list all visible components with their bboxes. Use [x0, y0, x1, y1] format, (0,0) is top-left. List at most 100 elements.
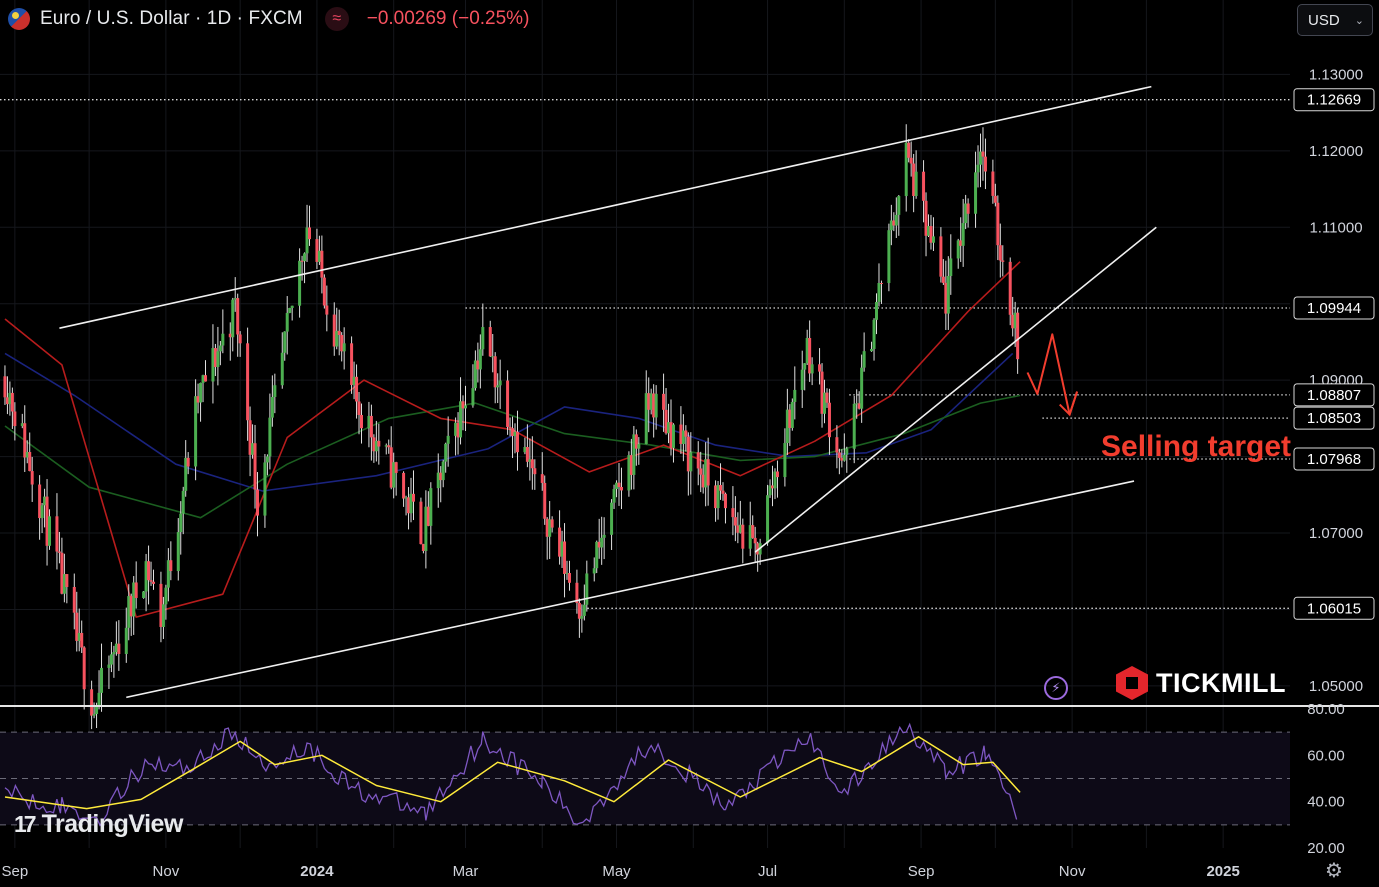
candle-body	[246, 343, 250, 421]
candle-body	[268, 417, 272, 457]
candle-body	[55, 516, 59, 552]
candle-body	[721, 490, 725, 494]
candle-body	[597, 541, 601, 548]
candle-body	[892, 220, 896, 226]
candle-body	[459, 401, 463, 438]
candle-body	[793, 389, 797, 402]
candle-body	[124, 627, 128, 654]
candle-body	[907, 142, 911, 158]
candle-body	[57, 551, 61, 553]
tradingview-wordmark: TradingView	[41, 810, 184, 838]
candle-body	[419, 501, 423, 545]
candle-body	[956, 240, 960, 259]
candle-body	[159, 583, 163, 627]
candle-body	[3, 376, 7, 398]
flash-icon[interactable]: ⚡	[1044, 676, 1068, 700]
candle-body	[949, 258, 953, 277]
x-tick-label: Nov	[153, 863, 180, 880]
candle-body	[196, 396, 200, 403]
candle-body	[147, 561, 151, 581]
candle-body	[179, 513, 183, 533]
candle-body	[998, 245, 1002, 261]
candle-body	[444, 443, 448, 462]
candle-body	[251, 443, 255, 455]
candle-body	[72, 586, 76, 613]
candle-body	[964, 203, 968, 224]
candle-body	[723, 493, 727, 509]
candle-body	[894, 214, 898, 226]
candle-body	[45, 496, 49, 546]
level-label: 1.06015	[1307, 600, 1361, 617]
candle-body	[303, 253, 307, 262]
candle-body	[152, 581, 156, 584]
tradingview-logo: 17 TradingView	[14, 810, 183, 839]
candle-body	[377, 440, 381, 447]
candle-body	[689, 452, 693, 472]
candle-body	[308, 227, 312, 240]
candle-body	[92, 714, 96, 716]
candle-body	[714, 485, 718, 509]
candle-body	[563, 541, 567, 574]
candle-body	[60, 552, 64, 594]
currency-select[interactable]: USD ⌄	[1297, 4, 1373, 36]
candle-body	[176, 532, 180, 572]
candle-body	[545, 518, 549, 537]
candle-body	[421, 544, 425, 551]
candle-body	[30, 471, 34, 485]
candle-body	[402, 472, 406, 499]
candle-body	[966, 203, 970, 214]
candle-body	[446, 435, 450, 444]
candle-body	[580, 615, 584, 619]
candle-body	[560, 541, 564, 557]
candle-body	[681, 430, 685, 445]
wave-icon[interactable]: ≈	[324, 7, 349, 31]
price-tick-label: 1.07000	[1309, 525, 1363, 542]
candle-body	[632, 434, 636, 475]
x-tick-label: Sep	[908, 863, 935, 880]
candle-body	[28, 451, 32, 472]
candle-body	[619, 487, 623, 491]
candle-body	[647, 393, 651, 410]
trendline	[59, 85, 1152, 329]
candle-body	[340, 335, 344, 352]
candle-body	[97, 692, 101, 707]
candle-body	[350, 343, 354, 385]
candle-body	[161, 604, 165, 627]
candle-body	[974, 172, 978, 214]
symbol-title[interactable]: Euro / U.S. Dollar · 1D · FXCM	[40, 8, 303, 29]
candle-body	[389, 447, 393, 488]
candle-body	[142, 591, 146, 598]
candle-body	[374, 440, 378, 452]
candle-body	[756, 543, 760, 555]
candle-body	[701, 474, 705, 488]
candle-body	[8, 392, 12, 405]
x-tick-label: Sep	[2, 863, 29, 880]
x-tick-label: 2024	[300, 863, 334, 880]
candle-body	[706, 459, 710, 486]
candle-body	[407, 497, 411, 514]
candle-body	[543, 482, 547, 519]
candle-body	[523, 446, 527, 453]
candle-body	[800, 369, 804, 390]
candle-body	[959, 240, 963, 246]
candle-body	[317, 250, 321, 262]
candle-body	[820, 371, 824, 414]
candle-body	[132, 582, 136, 617]
horizontal-levels	[0, 99, 1290, 609]
candle-body	[300, 260, 304, 262]
candle-body	[649, 393, 653, 410]
candle-body	[429, 488, 433, 526]
candle-body	[199, 382, 203, 403]
candle-body	[585, 573, 589, 605]
candle-body	[23, 423, 27, 458]
candle-body	[548, 519, 552, 537]
price-tick-label: 1.12000	[1309, 143, 1363, 160]
candle-body	[456, 422, 460, 438]
rsi-tick-label: 60.00	[1307, 747, 1345, 764]
selling-arrow-path	[1026, 333, 1079, 416]
candle-body	[978, 151, 982, 165]
candle-body	[107, 664, 111, 668]
candle-body	[369, 415, 373, 438]
settings-gear-icon[interactable]: ⚙	[1325, 860, 1343, 882]
